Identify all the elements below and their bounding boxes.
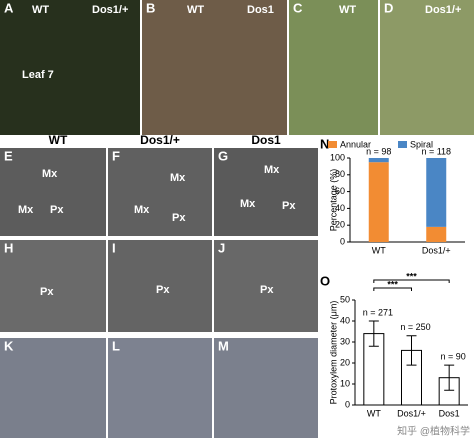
photo [214,240,318,332]
photo-text: Px [260,284,274,296]
photo [0,148,106,236]
sig-label: *** [406,271,417,281]
watermark: 知乎 @植物科学 [397,425,470,438]
panel-label: O [320,273,330,288]
column-header: Dos1 [251,133,281,147]
panel-label: H [4,240,13,255]
photo-text: Dos1/+ [425,4,461,16]
photo-text: Mx [18,204,34,216]
error-bar [368,320,379,347]
photo [289,0,378,135]
n-label: n = 90 [441,351,466,361]
y-tick-label: 20 [335,220,345,230]
bar-segment [426,226,447,242]
panel-label: J [218,240,225,255]
bar-segment [368,158,389,163]
error-bar [444,364,455,391]
legend-label: Annular [340,139,371,149]
sig-bracket [373,279,450,283]
bar-segment [426,158,447,227]
panel-label: B [146,0,155,15]
panel-label: G [218,148,228,163]
x-tick-label: WT [372,245,386,255]
photo [380,0,474,135]
photo [108,148,212,236]
sig-label: *** [387,279,398,289]
y-axis-label: Protoxylem diameter (μm) [328,301,338,405]
photo-text: Px [40,286,54,298]
photo-text: Px [50,204,64,216]
photo-text: Px [156,284,170,296]
panel-label: E [4,148,13,163]
photo-text: Dos1/+ [92,4,128,16]
photo [108,240,212,332]
photo-text: WT [187,4,204,16]
photo-text: Leaf 7 [22,69,54,81]
y-tick-label: 20 [340,357,350,367]
y-tick-label: 50 [340,294,350,304]
photo-text: Px [172,212,186,224]
n-label: n = 118 [421,146,451,156]
photo [0,338,106,438]
panel-label: F [112,148,120,163]
photo-text: Mx [240,198,256,210]
panel-label: K [4,338,14,353]
y-tick-label: 80 [335,169,345,179]
error-bar [406,335,417,366]
photo [142,0,287,135]
photo-text: Mx [42,168,58,180]
legend-swatch [328,141,337,148]
photo-text: Px [282,200,296,212]
photo-text: Dos1 [247,4,274,16]
legend-swatch [398,141,407,148]
panel-label: N [320,136,329,151]
n-label: n = 271 [363,307,393,317]
legend-label: Spiral [410,139,433,149]
bar-segment [368,162,389,242]
x-tick-label: Dos1/+ [422,245,451,255]
photo [214,338,318,438]
x-tick-label: Dos1 [439,408,460,418]
photo-text: Mx [264,164,280,176]
sig-bracket [373,287,412,291]
photo-text: Mx [134,204,150,216]
panel-label: D [384,0,393,15]
x-tick-label: Dos1/+ [397,408,426,418]
n-label: n = 250 [400,322,430,332]
y-tick-label: 30 [340,336,350,346]
y-tick-label: 100 [330,152,345,162]
panel-label: L [112,338,120,353]
photo [108,338,212,438]
panel-label: A [4,0,14,15]
n-label: n = 98 [366,146,391,156]
y-tick-label: 10 [340,378,350,388]
column-header: Dos1/+ [140,133,180,147]
photo-text: Mx [170,172,186,184]
photo [0,240,106,332]
y-tick-label: 40 [340,315,350,325]
y-axis-label: Percentage (%) [328,169,338,232]
y-tick-label: 60 [335,186,345,196]
photo [214,148,318,236]
y-tick-label: 0 [345,399,350,409]
photo-text: WT [339,4,356,16]
column-header: WT [49,133,68,147]
y-tick-label: 0 [340,236,345,246]
panel-label: I [112,240,116,255]
photo [0,0,140,135]
y-tick-label: 40 [335,203,345,213]
panel-label: C [293,0,303,15]
photo-text: WT [32,4,49,16]
panel-label: M [218,338,229,353]
x-tick-label: WT [367,408,381,418]
